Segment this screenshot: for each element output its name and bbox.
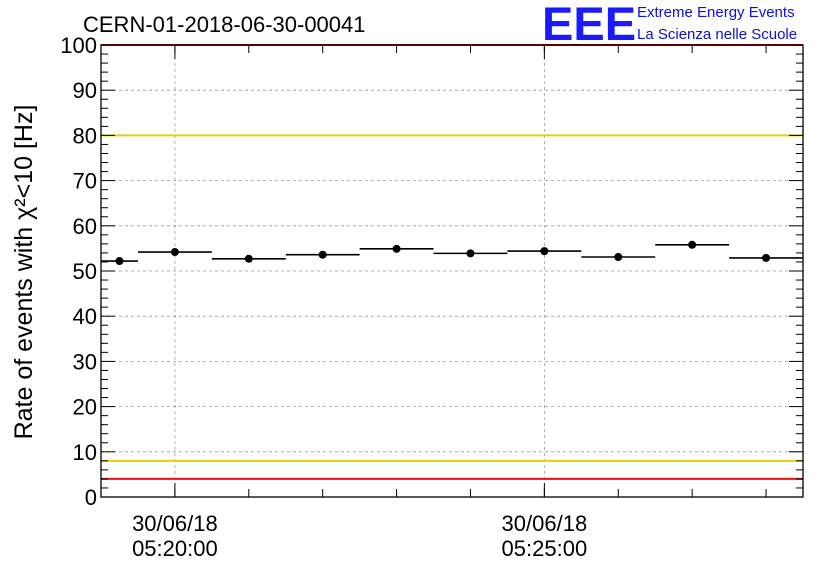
x-tick-time: 05:20:00 — [132, 536, 218, 561]
data-point — [540, 247, 549, 256]
chart-title: CERN-01-2018-06-30-00041 — [83, 12, 366, 37]
y-tick-label: 100 — [60, 33, 97, 58]
data-point — [244, 254, 253, 263]
data-point — [688, 240, 697, 249]
data-point — [614, 252, 623, 261]
y-tick-label: 40 — [73, 304, 97, 329]
y-tick-label: 0 — [85, 485, 97, 510]
y-tick-label: 60 — [73, 214, 97, 239]
y-tick-label: 80 — [73, 123, 97, 148]
y-tick-label: 70 — [73, 169, 97, 194]
y-tick-label: 30 — [73, 349, 97, 374]
y-tick-label: 90 — [73, 78, 97, 103]
eee-logo: EEE Extreme Energy Events La Scienza nel… — [542, 0, 797, 50]
data-point — [762, 253, 771, 262]
x-tick-date: 30/06/18 — [502, 511, 588, 536]
y-axis-label: Rate of events with χ²<10 [Hz] — [10, 105, 38, 440]
data-point — [115, 257, 124, 266]
y-tick-label: 10 — [73, 440, 97, 465]
logo-line-1: Extreme Energy Events — [637, 4, 795, 21]
x-tick-time: 05:25:00 — [502, 536, 588, 561]
x-tick-date: 30/06/18 — [132, 511, 218, 536]
y-tick-label: 20 — [73, 395, 97, 420]
y-axis-ticks: 0 10 20 30 40 50 60 70 80 90 100 — [60, 33, 803, 510]
data-point — [466, 249, 475, 258]
data-marks — [101, 240, 803, 266]
data-point — [318, 250, 327, 259]
logo-line-2: La Scienza nelle Scuole — [637, 26, 797, 43]
data-point — [170, 248, 179, 257]
logo-letters: EEE — [542, 0, 636, 50]
y-tick-label: 50 — [73, 259, 97, 284]
data-point — [392, 244, 401, 253]
plot-frame — [100, 44, 804, 498]
